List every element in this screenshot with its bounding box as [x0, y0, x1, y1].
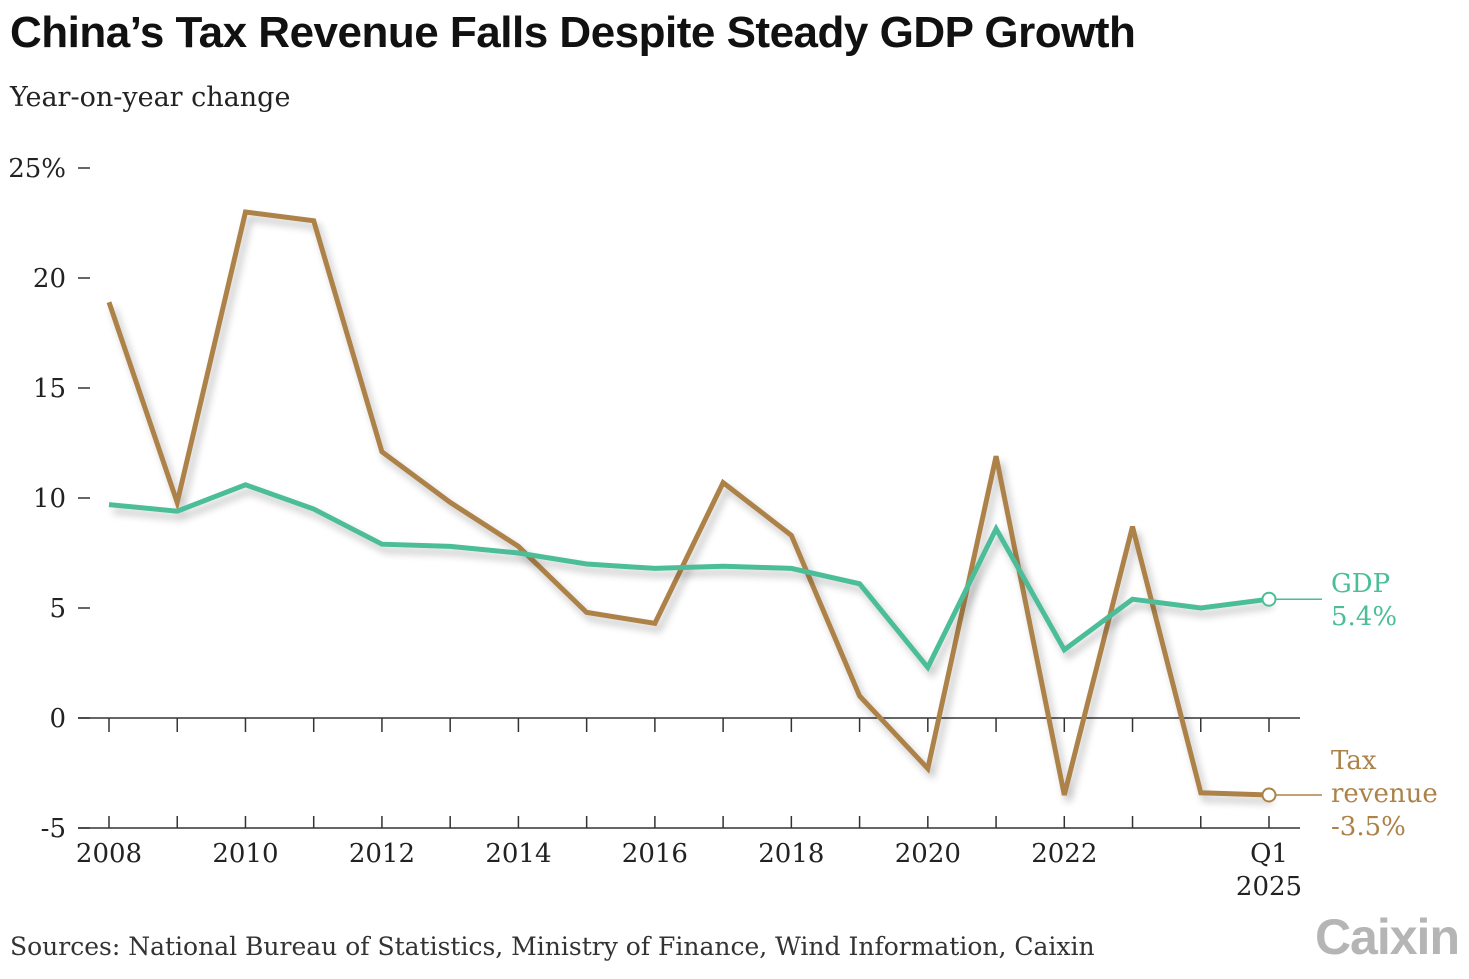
x-tick-label: 2018	[758, 839, 824, 869]
end-labels: GDP 5.4% Tax revenue -3.5%	[1261, 569, 1438, 842]
x-axis: 2008 2010 2012 2014 2016 2018 2020 2022 Q1 2025	[76, 717, 1302, 902]
x-tick-label: 2016	[622, 839, 688, 869]
x-tick-label: 2014	[485, 839, 551, 869]
series-line-gdp	[108, 482, 1270, 672]
y-tick-label: 20	[33, 264, 66, 294]
y-tick-label: 5	[49, 594, 66, 624]
end-label-tax: Tax revenue -3.5%	[1331, 746, 1438, 842]
y-tick-label: -5	[41, 814, 66, 844]
x-tick-label: 2022	[1031, 839, 1097, 869]
x-tick-label: 2008	[76, 839, 142, 869]
caixin-logo: Caixin	[1314, 909, 1460, 965]
x-tick-label: 2010	[212, 839, 278, 869]
end-marker-gdp	[1261, 591, 1277, 607]
y-axis: 25% 20 15 10 5 0 -5	[8, 154, 90, 844]
source-note: Sources: National Bureau of Statistics, …	[10, 932, 1095, 961]
series-line-tax	[106, 209, 1270, 798]
y-tick-label: 25%	[8, 154, 66, 184]
x-tick-label: 2020	[895, 839, 961, 869]
series-layer	[106, 209, 1270, 798]
x-tick-label: 2012	[349, 839, 415, 869]
y-tick-label: 10	[33, 484, 66, 514]
y-tick-label: 0	[49, 704, 66, 734]
end-label-gdp: GDP 5.4%	[1331, 569, 1397, 632]
chart-title: China’s Tax Revenue Falls Despite Steady…	[10, 8, 1136, 57]
y-tick-label: 15	[33, 374, 66, 404]
chart-subtitle: Year-on-year change	[10, 82, 291, 113]
x-tick-label: Q1 2025	[1236, 839, 1302, 902]
end-marker-tax	[1261, 787, 1277, 803]
